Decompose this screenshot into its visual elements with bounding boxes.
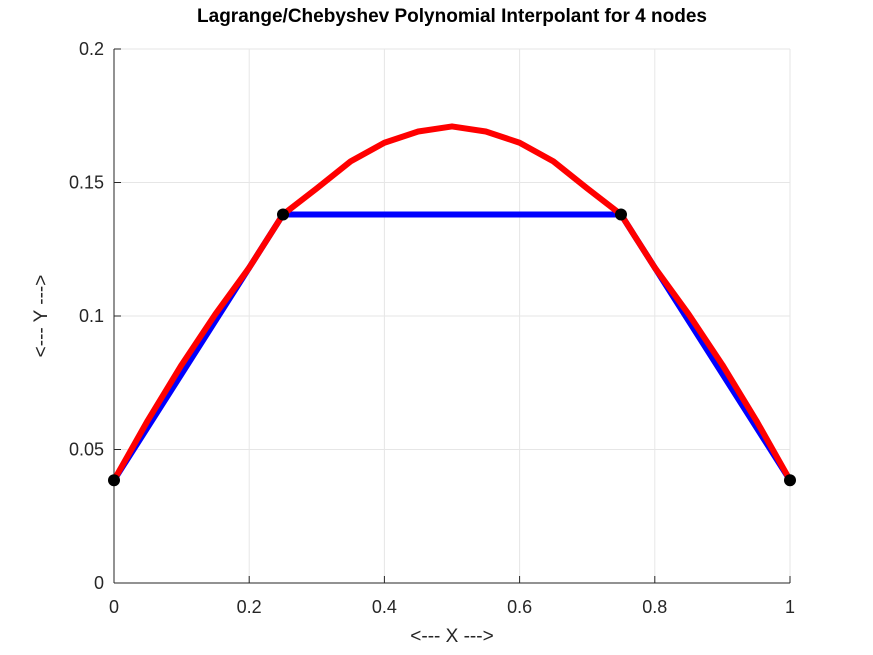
series-line-0 — [111, 211, 793, 484]
chart-title: Lagrange/Chebyshev Polynomial Interpolan… — [197, 6, 707, 27]
x-tick-label: 0 — [109, 597, 119, 617]
data-point-marker — [108, 474, 120, 487]
labels-layer: Lagrange/Chebyshev Polynomial Interpolan… — [31, 6, 707, 647]
y-tick-label: 0.1 — [79, 306, 104, 326]
x-tick-label: 0.8 — [642, 597, 667, 617]
y-tick-label: 0 — [94, 573, 104, 593]
x-tick-label: 0.2 — [237, 597, 262, 617]
x-tick-label: 1 — [785, 597, 795, 617]
data-point-marker — [784, 474, 796, 487]
y-tick-label: 0.15 — [69, 173, 104, 193]
data-point-marker — [277, 208, 289, 221]
y-tick-label: 0.2 — [79, 39, 104, 59]
x-tick-label: 0.6 — [507, 597, 532, 617]
y-tick-label: 0.05 — [69, 440, 104, 460]
axes: 0 0.2 0.4 0.6 0.8 1 0 0.05 0.1 0.15 0.2 — [69, 39, 795, 617]
data-point-marker — [615, 208, 627, 221]
y-axis-label: <--- Y ---> — [31, 275, 52, 358]
x-axis-label: <--- X ---> — [410, 626, 493, 647]
series-layer — [108, 123, 796, 487]
series-line-1 — [111, 123, 793, 484]
x-tick-label: 0.4 — [372, 597, 397, 617]
